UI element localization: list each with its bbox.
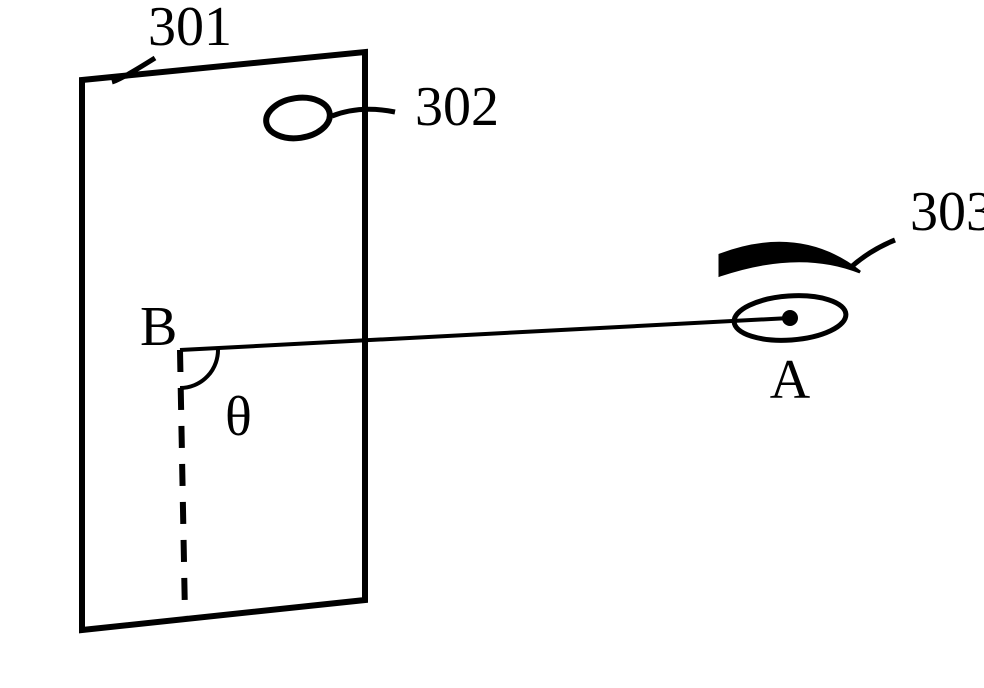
point-a-label: A <box>770 349 811 411</box>
camera-hole <box>264 94 333 143</box>
dashed-vertical <box>180 350 185 616</box>
eye-tracking-diagram: 301 302 303 B A θ <box>0 0 984 688</box>
leader-303 <box>850 240 895 268</box>
sight-line <box>180 318 790 350</box>
eye-pupil <box>782 310 798 326</box>
ref-label-302: 302 <box>415 76 499 138</box>
leader-301 <box>112 58 155 82</box>
eyebrow <box>720 243 860 275</box>
eye-icon <box>720 243 860 344</box>
point-b-label: B <box>140 296 177 358</box>
angle-theta-label: θ <box>225 386 252 448</box>
ref-label-303: 303 <box>910 181 984 243</box>
angle-marker <box>180 348 218 388</box>
ref-label-301: 301 <box>148 0 232 58</box>
